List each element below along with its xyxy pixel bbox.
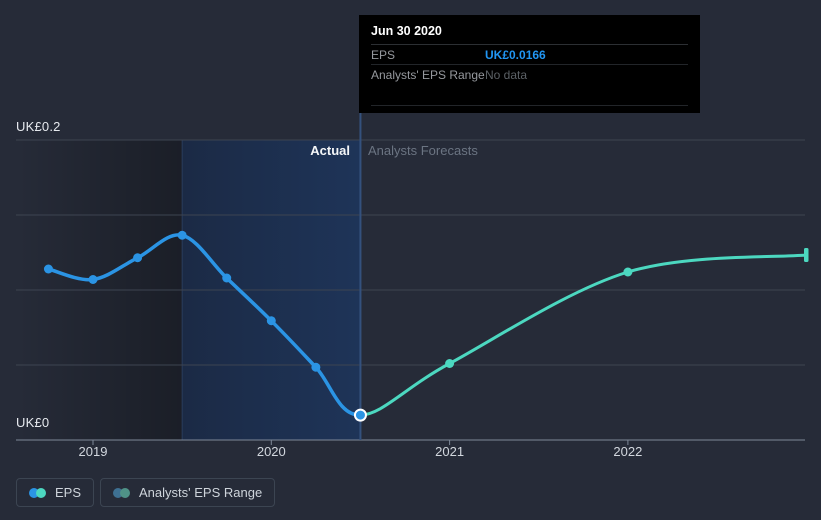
y-axis-bottom-label: UK£0 [16,415,50,430]
eps-forecast-endcap [804,248,809,263]
eps-actual-point[interactable] [43,264,53,274]
eps-actual-point[interactable] [266,316,276,326]
tooltip: Jun 30 2020 EPS UK£0.0166 Analysts' EPS … [359,15,700,113]
legend-eps-range-toggle[interactable]: Analysts' EPS Range [100,478,276,507]
eps-actual-point[interactable] [88,275,98,284]
eps-series-icon [29,487,46,498]
eps-forecast-point[interactable] [445,359,455,368]
eps-actual-point[interactable] [222,273,232,283]
tooltip-divider [371,105,688,106]
eps-actual-point[interactable] [311,362,321,372]
eps-actual-point[interactable] [177,230,187,240]
legend: EPS Analysts' EPS Range [16,478,276,507]
chart-data-points[interactable] [43,230,809,422]
eps-actual-point[interactable] [133,253,143,263]
eps-range-series-icon [113,487,131,498]
tooltip-eps-value: UK£0.0166 [485,47,546,62]
eps-forecast-point[interactable] [623,267,633,277]
tooltip-range-row: Analysts' EPS Range No data [371,65,688,84]
forecast-phase-label: Analysts Forecasts [368,143,478,158]
selected-data-point[interactable] [353,408,367,422]
y-axis-top-label: UK£0.2 [16,119,61,134]
x-tick-label: 2021 [435,444,465,459]
tooltip-eps-label: EPS [371,47,396,62]
actual-phase-label: Actual [310,143,350,158]
legend-eps-range-label: Analysts' EPS Range [139,485,263,500]
x-tick-label: 2022 [613,444,643,459]
legend-eps-toggle[interactable]: EPS [16,478,95,507]
tooltip-range-value: No data [485,67,528,82]
tooltip-range-label: Analysts' EPS Range [371,67,485,82]
x-tick-label: 2019 [78,444,108,459]
tooltip-date: Jun 30 2020 [371,22,688,45]
x-tick-label: 2020 [256,444,286,459]
eps-forecast-line [359,253,808,417]
tooltip-eps-row: EPS UK£0.0166 [371,45,688,65]
eps-chart-svg[interactable] [0,0,821,470]
legend-eps-label: EPS [55,485,82,500]
